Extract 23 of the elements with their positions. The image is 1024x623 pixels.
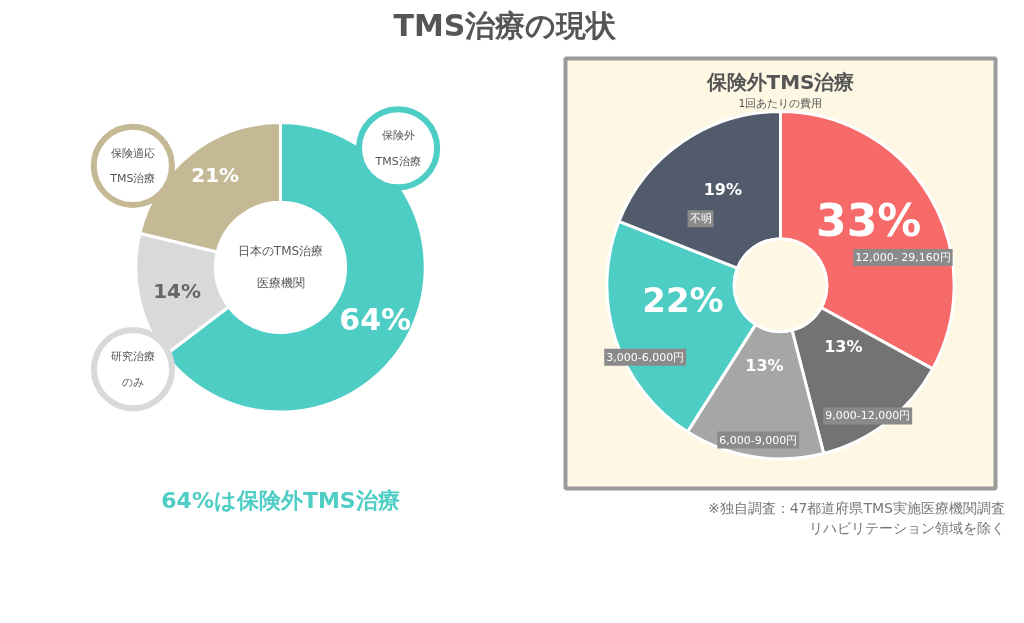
slice-label: 不明 [689, 212, 712, 226]
chart-subtitle: 1回あたりの費用 [738, 97, 823, 111]
slice-label: 3,000-6,000円 [606, 350, 685, 364]
data-label: 21% [191, 163, 240, 188]
slice-label: 12,000- 29,160円 [855, 250, 951, 264]
data-label: 64% [339, 301, 412, 337]
text: 64%は保険外TMS治療 [161, 487, 400, 513]
data-label: 22% [642, 279, 724, 320]
text: 日本のTMS治療医療機関 [237, 244, 324, 291]
slice-label: 研究治療のみ [111, 349, 155, 389]
data-label: 13% [745, 355, 784, 375]
slice-label: 6,000-9,000円 [719, 433, 798, 447]
data-label: 33% [816, 194, 922, 246]
slice-label: 9,000-12,000円 [825, 409, 911, 423]
slice-label: 保険適応TMS治療 [109, 146, 156, 186]
chart-title: 保険外TMS治療 [705, 69, 855, 94]
text: ※独自調査：47都道府県TMS実施医療機関調査 [707, 499, 1005, 516]
data-label: 13% [824, 336, 863, 356]
data-label: 14% [153, 279, 202, 304]
slice-label: 保険外TMS治療 [374, 128, 421, 168]
text: TMS治療の現状 [393, 7, 617, 45]
data-label: 19% [703, 179, 743, 199]
text: リハビリテーション領域を除く [809, 519, 1005, 536]
